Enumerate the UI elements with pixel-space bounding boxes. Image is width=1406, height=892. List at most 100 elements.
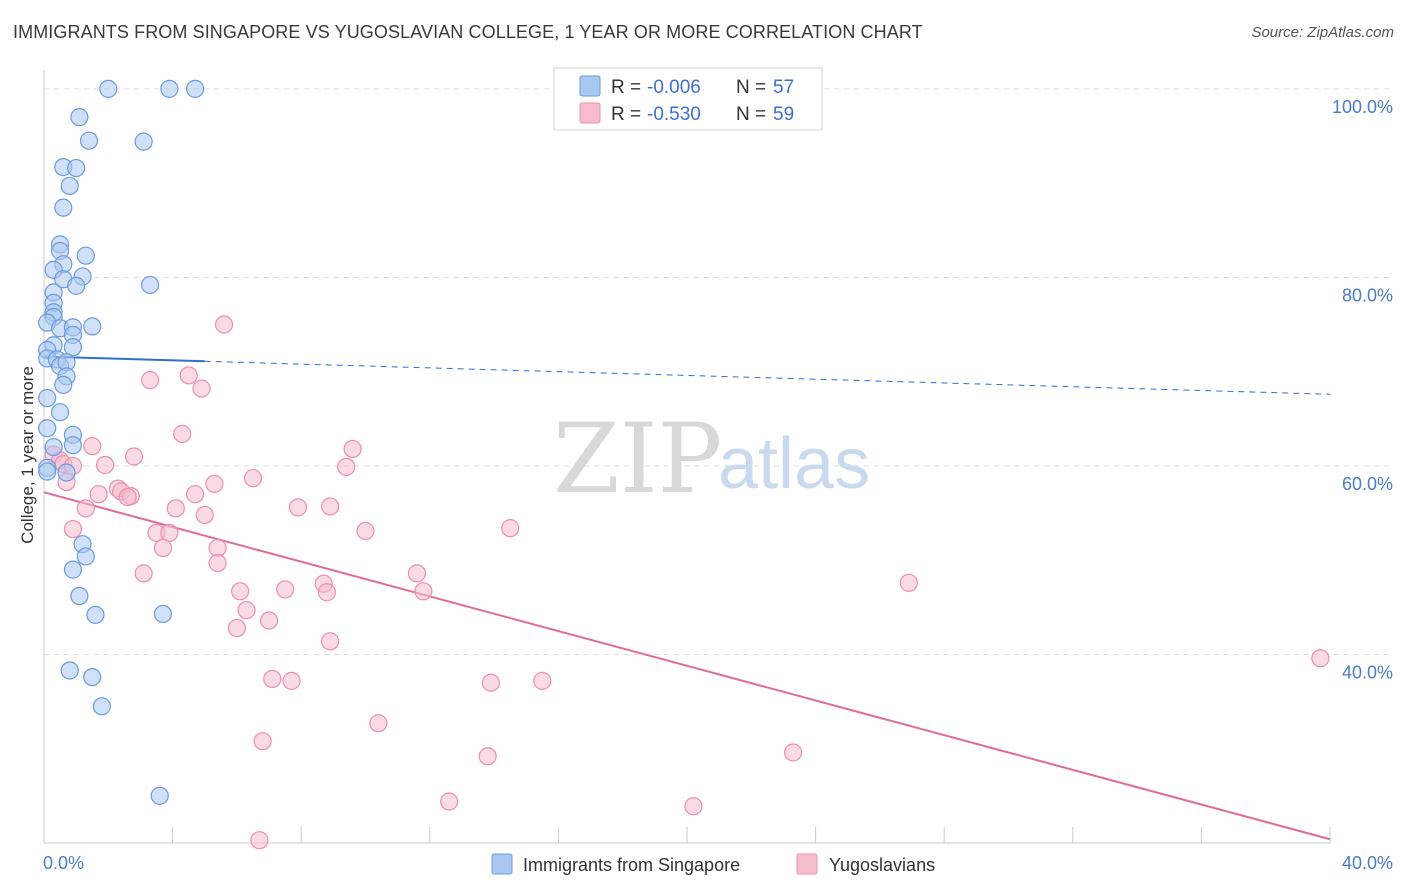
data-point-yugoslavians bbox=[337, 457, 356, 476]
data-point-yugoslavians bbox=[237, 601, 256, 620]
data-point-singapore bbox=[38, 419, 57, 438]
legend-swatch-pink bbox=[579, 102, 601, 124]
data-point-yugoslavians bbox=[173, 424, 192, 443]
data-point-yugoslavians bbox=[343, 439, 362, 459]
legend-n-label-1: N = bbox=[736, 77, 766, 98]
data-point-singapore bbox=[186, 79, 205, 98]
data-point-yugoslavians bbox=[276, 580, 295, 599]
watermark: ZIP atlas bbox=[553, 403, 870, 515]
x-tick-labels: 0.0% 40.0% bbox=[43, 853, 1393, 873]
data-point-yugoslavians bbox=[89, 485, 108, 504]
y-tick-label-100: 100.0% bbox=[1332, 97, 1393, 117]
x-tick-label-max: 40.0% bbox=[1342, 853, 1393, 873]
data-point-yugoslavians bbox=[317, 583, 337, 602]
data-point-singapore bbox=[70, 586, 89, 606]
data-point-singapore bbox=[160, 79, 179, 98]
data-point-yugoslavians bbox=[63, 519, 83, 539]
data-point-yugoslavians bbox=[321, 497, 340, 516]
y-tick-label-80: 80.0% bbox=[1342, 285, 1393, 305]
data-point-yugoslavians bbox=[282, 671, 301, 690]
data-point-singapore bbox=[134, 132, 153, 151]
data-point-singapore bbox=[99, 79, 118, 98]
data-point-yugoslavians bbox=[439, 792, 459, 811]
data-point-yugoslavians bbox=[321, 632, 340, 651]
data-point-yugoslavians bbox=[783, 743, 803, 762]
series-yugoslavians bbox=[44, 315, 1330, 850]
data-point-yugoslavians bbox=[250, 831, 269, 850]
data-point-singapore bbox=[50, 403, 70, 422]
data-point-yugoslavians bbox=[208, 538, 227, 558]
data-point-yugoslavians bbox=[160, 523, 179, 542]
data-point-singapore bbox=[54, 198, 73, 217]
data-point-yugoslavians bbox=[478, 747, 497, 766]
data-point-yugoslavians bbox=[533, 671, 552, 690]
legend-n-value-1: 57 bbox=[773, 77, 794, 98]
data-point-singapore bbox=[38, 462, 57, 481]
data-point-yugoslavians bbox=[83, 437, 102, 456]
data-point-yugoslavians bbox=[208, 553, 227, 573]
y-tick-label-40: 40.0% bbox=[1342, 662, 1393, 682]
legend-n-label-2: N = bbox=[736, 104, 766, 125]
data-point-yugoslavians bbox=[356, 521, 375, 541]
legend-r-label-2: R = bbox=[611, 104, 641, 125]
data-point-yugoslavians bbox=[263, 669, 282, 689]
watermark-zip: ZIP bbox=[553, 403, 722, 515]
data-point-yugoslavians bbox=[134, 564, 153, 583]
data-point-yugoslavians bbox=[227, 618, 246, 638]
data-point-yugoslavians bbox=[124, 447, 144, 466]
data-point-singapore bbox=[79, 131, 99, 150]
x-tick-label-min: 0.0% bbox=[43, 853, 84, 873]
correlation-legend: R = -0.006 N = 57 R = -0.530 N = 59 bbox=[553, 67, 823, 131]
grid-lines bbox=[44, 88, 1394, 655]
data-point-yugoslavians bbox=[481, 673, 500, 692]
trend-line-singapore-extrapolated bbox=[204, 360, 1331, 395]
series-legend: Immigrants from Singapore Yugoslavians bbox=[491, 853, 935, 875]
data-point-singapore bbox=[63, 338, 83, 357]
trend-line-yugoslavians bbox=[43, 491, 1331, 841]
y-tick-labels: 100.0% 80.0% 60.0% 40.0% bbox=[1332, 97, 1393, 683]
data-point-yugoslavians bbox=[899, 573, 918, 592]
data-point-singapore bbox=[38, 388, 57, 408]
data-point-yugoslavians bbox=[214, 315, 234, 334]
bottom-legend-label-1: Immigrants from Singapore bbox=[523, 855, 740, 875]
data-point-singapore bbox=[54, 375, 73, 394]
data-point-yugoslavians bbox=[684, 797, 703, 816]
data-point-yugoslavians bbox=[118, 487, 137, 507]
data-point-singapore bbox=[67, 276, 86, 295]
data-point-singapore bbox=[60, 661, 79, 680]
data-point-singapore bbox=[83, 667, 102, 687]
data-point-singapore bbox=[44, 437, 63, 457]
data-point-singapore bbox=[92, 697, 111, 716]
data-point-singapore bbox=[60, 176, 79, 196]
legend-r-label-1: R = bbox=[611, 77, 641, 98]
data-point-singapore bbox=[83, 317, 102, 336]
y-tick-label-60: 60.0% bbox=[1342, 474, 1393, 494]
data-point-singapore bbox=[153, 604, 173, 624]
data-point-yugoslavians bbox=[95, 455, 115, 475]
data-point-yugoslavians bbox=[205, 474, 224, 493]
data-point-singapore bbox=[140, 275, 160, 295]
data-point-yugoslavians bbox=[259, 611, 279, 630]
watermark-atlas: atlas bbox=[718, 424, 870, 504]
data-point-yugoslavians bbox=[1311, 649, 1330, 668]
data-point-singapore bbox=[63, 436, 83, 455]
data-point-yugoslavians bbox=[243, 469, 263, 488]
data-point-yugoslavians bbox=[195, 505, 214, 525]
legend-n-value-2: 59 bbox=[773, 104, 794, 125]
data-point-yugoslavians bbox=[231, 582, 250, 601]
data-point-singapore bbox=[67, 158, 86, 178]
legend-r-value-2: -0.530 bbox=[647, 104, 701, 125]
data-point-yugoslavians bbox=[186, 485, 205, 504]
y-axis-label: College, 1 year or more bbox=[18, 366, 37, 544]
data-point-singapore bbox=[86, 605, 105, 624]
series-singapore bbox=[38, 79, 205, 805]
legend-swatch-blue bbox=[579, 75, 601, 97]
source-label: Source: ZipAtlas.com bbox=[1251, 24, 1394, 41]
data-point-yugoslavians bbox=[407, 564, 427, 583]
bottom-legend-label-2: Yugoslavians bbox=[829, 855, 935, 875]
bottom-legend-swatch-blue bbox=[491, 853, 513, 875]
data-point-yugoslavians bbox=[153, 538, 173, 558]
data-point-yugoslavians bbox=[501, 519, 520, 538]
data-point-singapore bbox=[76, 246, 95, 265]
